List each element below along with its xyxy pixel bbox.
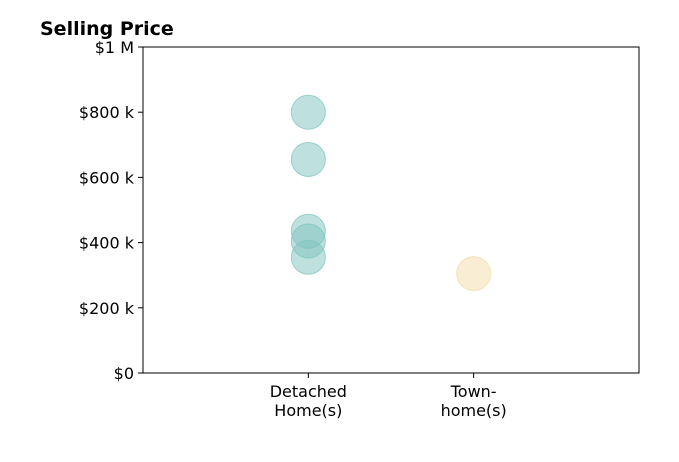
data-points: [290, 94, 492, 292]
data-point: [290, 94, 326, 130]
data-point: [290, 239, 326, 275]
y-tick-label: $600 k: [79, 168, 135, 187]
data-point: [290, 141, 326, 177]
y-tick-label: $200 k: [79, 299, 135, 318]
chart-title: Selling Price: [40, 18, 174, 40]
y-tick-label: $800 k: [79, 103, 135, 122]
y-tick-label: $1 M: [95, 38, 134, 57]
x-tick-label: Detached Home(s): [270, 382, 347, 420]
data-point: [456, 256, 492, 292]
x-tick-label: Town-home(s): [441, 382, 507, 420]
y-tick-label: $0: [114, 364, 134, 383]
y-tick-label: $400 k: [79, 234, 135, 253]
y-axis: $0 $200 k $400 k $600 k $800 k $1 M: [79, 38, 143, 383]
x-axis: Detached Home(s) Town-home(s): [270, 373, 507, 420]
plot-frame: [142, 46, 640, 374]
